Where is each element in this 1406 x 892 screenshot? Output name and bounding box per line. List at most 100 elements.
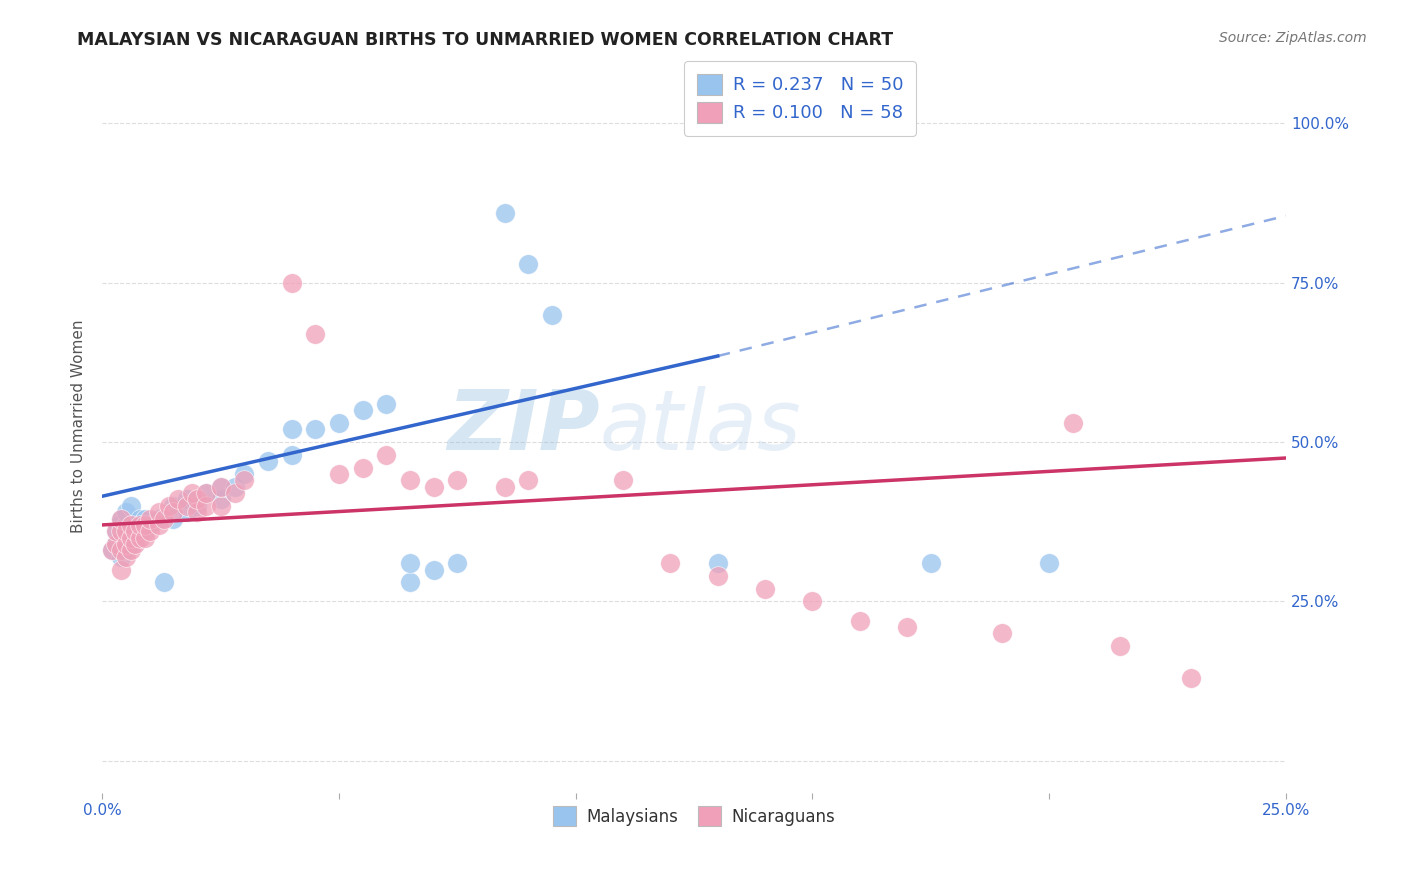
Point [115, 517, 138, 532]
Point [659, 556, 682, 570]
Point [110, 517, 132, 532]
Point [1109, 639, 1132, 653]
Point [422, 480, 444, 494]
Point [494, 205, 516, 219]
Point [124, 524, 146, 539]
Point [148, 511, 170, 525]
Point [134, 531, 156, 545]
Point [110, 531, 132, 545]
Point [162, 511, 184, 525]
Point [124, 517, 146, 532]
Point [115, 505, 138, 519]
Point [115, 537, 138, 551]
Point [920, 556, 942, 570]
Point [280, 448, 302, 462]
Point [754, 582, 776, 596]
Point [115, 543, 138, 558]
Point [152, 575, 174, 590]
Point [110, 543, 132, 558]
Point [115, 531, 138, 545]
Point [134, 511, 156, 525]
Point [110, 549, 132, 564]
Point [195, 486, 218, 500]
Point [706, 556, 728, 570]
Point [124, 537, 146, 551]
Point [801, 594, 824, 608]
Point [1180, 671, 1202, 685]
Point [233, 473, 256, 487]
Point [446, 473, 468, 487]
Point [186, 492, 208, 507]
Point [399, 556, 422, 570]
Point [181, 486, 204, 500]
Point [209, 480, 232, 494]
Point [541, 308, 564, 322]
Point [280, 276, 302, 290]
Point [304, 422, 326, 436]
Point [304, 326, 326, 341]
Point [120, 524, 142, 539]
Point [157, 499, 180, 513]
Point [399, 575, 422, 590]
Point [375, 448, 398, 462]
Legend: Malaysians, Nicaraguans: Malaysians, Nicaraguans [543, 797, 845, 836]
Point [352, 403, 374, 417]
Point [1062, 416, 1084, 430]
Point [120, 531, 142, 545]
Point [176, 492, 198, 507]
Point [399, 473, 422, 487]
Y-axis label: Births to Unmarried Women: Births to Unmarried Women [72, 319, 86, 533]
Point [138, 517, 160, 532]
Point [110, 563, 132, 577]
Point [186, 505, 208, 519]
Point [120, 537, 142, 551]
Point [115, 549, 138, 564]
Point [115, 524, 138, 539]
Point [100, 543, 122, 558]
Point [105, 524, 128, 539]
Point [1038, 556, 1060, 570]
Point [110, 524, 132, 539]
Point [167, 492, 190, 507]
Point [129, 517, 152, 532]
Point [280, 422, 302, 436]
Point [138, 524, 160, 539]
Point [110, 511, 132, 525]
Point [612, 473, 634, 487]
Point [105, 537, 128, 551]
Point [352, 460, 374, 475]
Point [209, 492, 232, 507]
Point [105, 537, 128, 551]
Point [105, 524, 128, 539]
Point [129, 531, 152, 545]
Point [162, 505, 184, 519]
Text: MALAYSIAN VS NICARAGUAN BIRTHS TO UNMARRIED WOMEN CORRELATION CHART: MALAYSIAN VS NICARAGUAN BIRTHS TO UNMARR… [77, 31, 893, 49]
Point [328, 416, 350, 430]
Text: Source: ZipAtlas.com: Source: ZipAtlas.com [1219, 31, 1367, 45]
Point [849, 614, 872, 628]
Point [134, 517, 156, 532]
Point [991, 626, 1014, 640]
Point [100, 543, 122, 558]
Text: ZIP: ZIP [447, 385, 599, 467]
Point [706, 569, 728, 583]
Point [517, 256, 540, 270]
Point [233, 467, 256, 481]
Point [120, 499, 142, 513]
Point [257, 454, 280, 468]
Point [134, 524, 156, 539]
Point [422, 563, 444, 577]
Point [224, 480, 246, 494]
Point [186, 499, 208, 513]
Point [517, 473, 540, 487]
Point [162, 499, 184, 513]
Point [129, 524, 152, 539]
Point [375, 397, 398, 411]
Point [195, 486, 218, 500]
Point [110, 511, 132, 525]
Point [446, 556, 468, 570]
Point [120, 543, 142, 558]
Point [129, 511, 152, 525]
Point [209, 499, 232, 513]
Point [494, 480, 516, 494]
